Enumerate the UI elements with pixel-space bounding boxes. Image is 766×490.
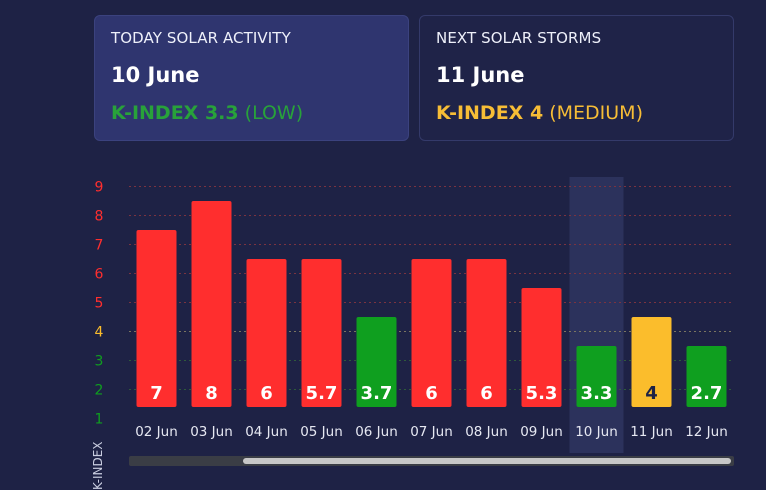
x-tick-label: 04 Jun bbox=[245, 424, 288, 440]
today-k-value: K-INDEX 3.3 bbox=[111, 102, 239, 124]
bar-value-label: 6 bbox=[425, 383, 438, 404]
bar-02-jun[interactable] bbox=[136, 230, 177, 407]
next-card-date: 11 June bbox=[436, 63, 525, 87]
bar-value-label: 5.7 bbox=[306, 383, 338, 404]
bar-03-jun[interactable] bbox=[191, 201, 232, 407]
bar-06-jun[interactable] bbox=[356, 317, 397, 407]
bar-value-label: 2.7 bbox=[691, 383, 723, 404]
x-tick-label: 09 Jun bbox=[520, 424, 563, 440]
bar-value-label: 3.7 bbox=[361, 383, 393, 404]
y-tick-label-5: 5 bbox=[95, 296, 104, 312]
x-tick-label: 12 Jun bbox=[685, 424, 728, 440]
y-tick-label-4: 4 bbox=[95, 325, 104, 341]
bar-11-jun[interactable] bbox=[631, 317, 672, 407]
next-solar-storms-card: NEXT SOLAR STORMS 11 June K-INDEX 4 (MED… bbox=[419, 15, 734, 141]
today-solar-activity-card: TODAY SOLAR ACTIVITY 10 June K-INDEX 3.3… bbox=[94, 15, 409, 141]
bar-value-label: 7 bbox=[150, 383, 163, 404]
horizontal-scrollbar-thumb[interactable] bbox=[243, 458, 731, 464]
y-tick-label-7: 7 bbox=[95, 238, 104, 254]
next-k-index: K-INDEX 4 (MEDIUM) bbox=[436, 102, 717, 124]
x-tick-label: 02 Jun bbox=[135, 424, 178, 440]
chart-bars: 7 8 6 5.7 3.7 6 6 5.3 3.3 4 2.7 bbox=[136, 201, 727, 407]
bar-value-label: 5.3 bbox=[526, 383, 558, 404]
bar-12-jun[interactable] bbox=[686, 346, 727, 407]
today-card-title: TODAY SOLAR ACTIVITY bbox=[111, 29, 291, 47]
y-tick-label-1: 1 bbox=[95, 412, 104, 428]
bar-value-label: 3.3 bbox=[581, 383, 613, 404]
next-card-title: NEXT SOLAR STORMS bbox=[436, 29, 602, 47]
y-axis-label: K-INDEX bbox=[91, 442, 105, 490]
y-tick-label-9: 9 bbox=[95, 180, 104, 196]
y-tick-label-8: 8 bbox=[95, 209, 104, 225]
today-k-index: K-INDEX 3.3 (LOW) bbox=[111, 102, 392, 124]
bar-09-jun[interactable] bbox=[521, 288, 562, 407]
y-tick-label-3: 3 bbox=[95, 354, 104, 370]
today-k-level: (LOW) bbox=[244, 102, 304, 124]
y-tick-label-2: 2 bbox=[95, 383, 104, 399]
today-card-date: 10 June bbox=[111, 63, 200, 87]
x-tick-label: 07 Jun bbox=[410, 424, 453, 440]
y-axis-ticks: 1 2 3 4 5 6 7 8 9 bbox=[95, 180, 104, 428]
bar-value-label: 4 bbox=[645, 383, 658, 404]
x-tick-label: 11 Jun bbox=[630, 424, 673, 440]
x-tick-label: 05 Jun bbox=[300, 424, 343, 440]
x-tick-label: 10 Jun bbox=[575, 424, 618, 440]
bar-value-label: 8 bbox=[205, 383, 218, 404]
bar-value-label: 6 bbox=[260, 383, 273, 404]
bar-08-jun[interactable] bbox=[466, 259, 507, 407]
bar-05-jun[interactable] bbox=[301, 259, 342, 407]
bar-07-jun[interactable] bbox=[411, 259, 452, 407]
x-tick-label: 08 Jun bbox=[465, 424, 508, 440]
next-k-level: (MEDIUM) bbox=[549, 102, 643, 124]
bar-04-jun[interactable] bbox=[246, 259, 287, 407]
bar-10-jun[interactable] bbox=[576, 346, 617, 407]
x-tick-label: 06 Jun bbox=[355, 424, 398, 440]
x-axis-labels: 02 Jun 03 Jun 04 Jun 05 Jun 06 Jun 07 Jun 08 J… bbox=[135, 424, 728, 440]
x-tick-label: 03 Jun bbox=[190, 424, 233, 440]
selected-day-highlight[interactable] bbox=[569, 177, 624, 453]
next-k-value: K-INDEX 4 bbox=[436, 102, 544, 124]
y-tick-label-6: 6 bbox=[95, 267, 104, 283]
bar-value-label: 6 bbox=[480, 383, 493, 404]
